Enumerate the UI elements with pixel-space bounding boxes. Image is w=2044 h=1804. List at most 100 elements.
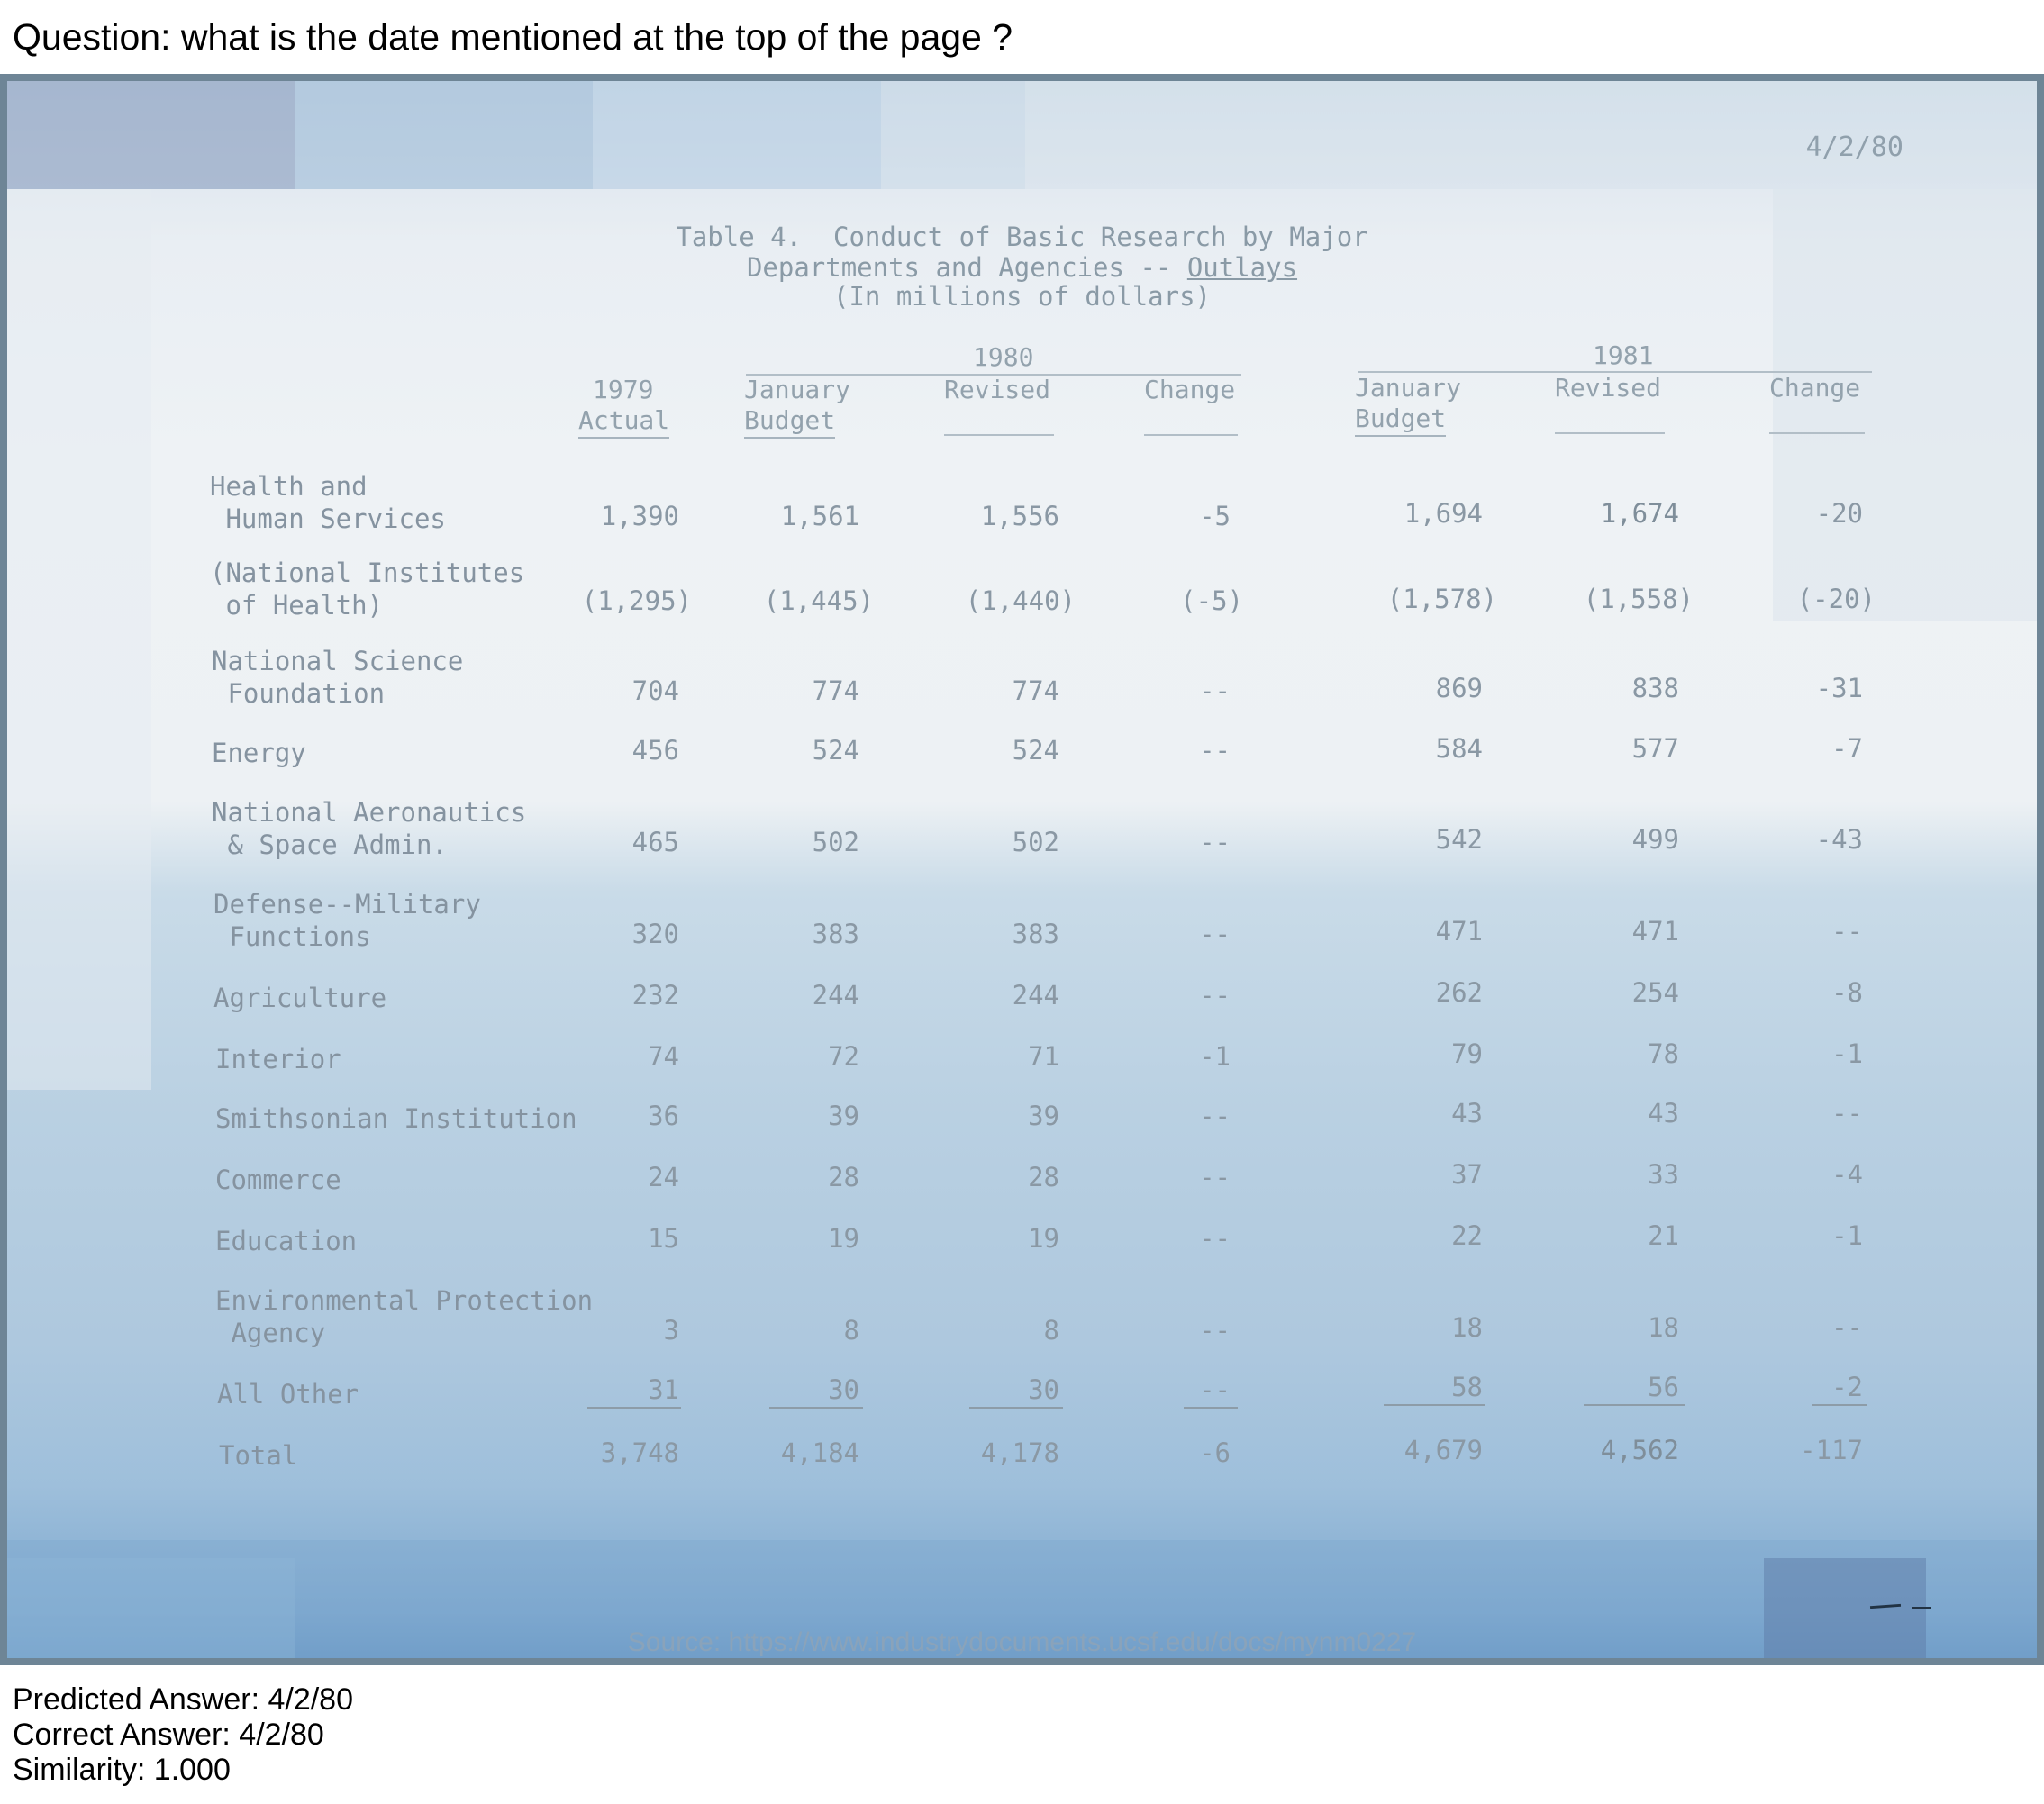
cell-1981-change: -43 (1815, 824, 1863, 855)
row-label-line1: Energy (212, 738, 306, 768)
cell-1980-revised: 28 (1028, 1162, 1059, 1192)
cell-1979-actual: 232 (631, 980, 679, 1011)
row-label-line1: National Science (212, 646, 464, 676)
pen-mark (1869, 1603, 1902, 1609)
cell-1980-jan: 383 (812, 919, 859, 949)
cell-1979-actual: 36 (648, 1101, 679, 1131)
row-label-line1: Environmental Protection (215, 1285, 594, 1316)
document-sheet: 4/2/80 Table 4. Conduct of Basic Researc… (7, 81, 2037, 1658)
cell-1980-jan: 502 (812, 827, 859, 857)
cell-1981-jan: 22 (1451, 1220, 1483, 1251)
similarity-score: Similarity: 1.000 (13, 1753, 231, 1787)
cell-1981-jan: 262 (1435, 977, 1483, 1008)
cell-1980-revised: 4,178 (980, 1437, 1059, 1468)
subtotal-rule-1981-revised (1584, 1404, 1685, 1406)
row-label-line2: Human Services (210, 503, 446, 534)
cell-1979-actual: 31 (648, 1374, 679, 1405)
cell-1980-revised: 39 (1028, 1101, 1059, 1131)
col-1979-top: 1979 (593, 375, 654, 404)
cell-1981-jan: 37 (1451, 1159, 1483, 1190)
row-label-line1: Defense--Military (213, 889, 481, 920)
cell-1980-change: -- (1199, 1162, 1231, 1192)
cell-1981-change: -- (1831, 1098, 1863, 1129)
col-1980-jan-bottom: Budget (744, 405, 836, 439)
row-label-line2: & Space Admin. (212, 829, 448, 860)
row-label-line1: Commerce (215, 1165, 341, 1195)
cell-1981-revised: 56 (1648, 1372, 1679, 1402)
subtotal-rule-1980-change (1184, 1407, 1238, 1409)
cell-1980-revised: 524 (1012, 735, 1059, 766)
cell-1981-change: -1 (1831, 1038, 1863, 1069)
cell-1980-revised: 8 (1043, 1315, 1059, 1346)
col-1980-revised: Revised (944, 375, 1051, 404)
col-1981-revised: Revised (1555, 373, 1662, 403)
cell-1979-actual: 24 (648, 1162, 679, 1192)
subtotal-rule-1980-revised (969, 1407, 1063, 1409)
cell-1980-jan: 774 (812, 675, 859, 706)
year-1981-rule (1358, 371, 1872, 373)
cell-1980-jan: 8 (843, 1315, 859, 1346)
cell-1981-revised: 471 (1631, 916, 1679, 947)
cell-1979-actual: 456 (631, 735, 679, 766)
cell-1980-jan: 39 (828, 1101, 859, 1131)
cell-1981-jan: 584 (1435, 733, 1483, 764)
cell-1981-jan: 18 (1451, 1312, 1483, 1343)
cell-1980-change: -- (1199, 1374, 1231, 1405)
cell-1981-revised: 499 (1631, 824, 1679, 855)
cell-1981-change: -2 (1831, 1372, 1863, 1402)
subtotal-rule-1981-change (1812, 1404, 1867, 1406)
cell-1979-actual: 3,748 (600, 1437, 679, 1468)
question-text: Question: what is the date mentioned at … (13, 16, 1013, 58)
col-1981-change-rule (1769, 432, 1865, 434)
cell-1981-jan: 1,694 (1404, 498, 1483, 529)
pen-mark (1912, 1607, 1931, 1609)
cell-1980-jan: (1,445) (763, 585, 874, 616)
cell-1980-change: -- (1199, 1315, 1231, 1346)
cell-1980-jan: 4,184 (780, 1437, 859, 1468)
year-1980-header: 1980 (973, 342, 1034, 372)
cell-1979-actual: 3 (663, 1315, 679, 1346)
table-title-line1: Table 4. Conduct of Basic Research by Ma… (676, 222, 1368, 252)
cell-1981-jan: 542 (1435, 824, 1483, 855)
cell-1980-revised: 30 (1028, 1374, 1059, 1405)
cell-1981-change: -- (1831, 1312, 1863, 1343)
correct-answer: Correct Answer: 4/2/80 (13, 1718, 324, 1752)
cell-1981-jan: 869 (1435, 673, 1483, 703)
cell-1980-jan: 1,561 (780, 501, 859, 531)
row-label-line1: National Aeronautics (212, 797, 527, 828)
cell-1979-actual: 74 (648, 1041, 679, 1072)
cell-1981-revised: 78 (1648, 1038, 1679, 1069)
cell-1981-change: -117 (1800, 1435, 1863, 1465)
row-label-line1: Smithsonian Institution (215, 1103, 577, 1134)
col-1979-bottom: Actual (578, 405, 670, 439)
row-label-line1: Health and (210, 471, 368, 502)
col-1980-jan-top: January (744, 375, 851, 404)
cell-1981-revised: 1,674 (1600, 498, 1679, 529)
row-label-line1: All Other (217, 1379, 359, 1410)
cell-1981-revised: 43 (1648, 1098, 1679, 1129)
cell-1981-change: -- (1831, 916, 1863, 947)
table-title-line3: (In millions of dollars) (832, 281, 1212, 312)
cell-1980-revised: 1,556 (980, 501, 1059, 531)
cell-1980-jan: 28 (828, 1162, 859, 1192)
cell-1981-jan: 4,679 (1404, 1435, 1483, 1465)
row-label-line2: Functions (213, 921, 371, 952)
cell-1980-change: -- (1199, 1223, 1231, 1254)
row-label-line2: Foundation (212, 678, 386, 709)
cell-1980-change: -- (1199, 919, 1231, 949)
year-1981-header: 1981 (1593, 340, 1654, 370)
cell-1980-jan: 30 (828, 1374, 859, 1405)
cell-1980-change: (-5) (1180, 585, 1243, 616)
cell-1980-revised: (1,440) (965, 585, 1076, 616)
cell-1980-change: -5 (1199, 501, 1231, 531)
cell-1981-revised: 33 (1648, 1159, 1679, 1190)
row-label-line1: Total (219, 1440, 298, 1471)
col-1980-change-rule (1144, 434, 1238, 436)
cell-1980-change: -- (1199, 735, 1231, 766)
cell-1981-revised: 577 (1631, 733, 1679, 764)
cell-1981-revised: (1,558) (1583, 584, 1694, 614)
cell-1981-revised: 254 (1631, 977, 1679, 1008)
cell-1981-jan: 43 (1451, 1098, 1483, 1129)
title-line2-outlays: Outlays (1186, 252, 1298, 283)
cell-1980-change: -1 (1199, 1041, 1231, 1072)
